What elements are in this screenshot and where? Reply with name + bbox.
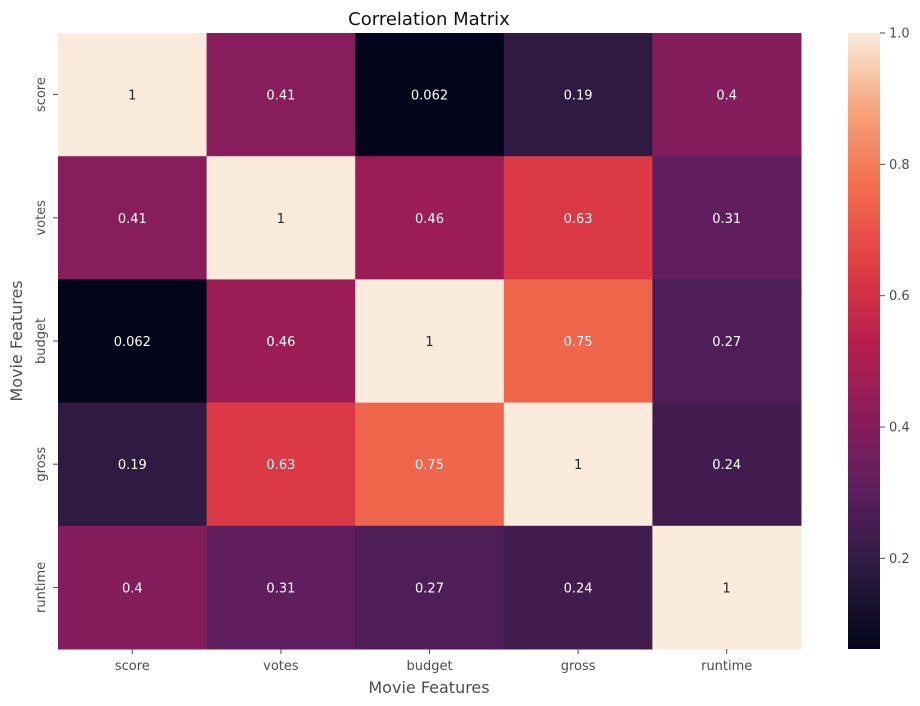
heatmap-cell bbox=[58, 156, 208, 280]
cell-value-label: 0.19 bbox=[118, 458, 147, 473]
x-tick-label: score bbox=[115, 659, 150, 674]
heatmap-cell bbox=[652, 33, 802, 157]
x-tick-label: budget bbox=[406, 659, 452, 674]
heatmap-cell bbox=[503, 156, 653, 280]
cell-value-label: 0.4 bbox=[122, 581, 143, 596]
y-axis-ticks: score votes budget gross runtime bbox=[34, 77, 58, 613]
cell-value-label: 0.24 bbox=[712, 458, 741, 473]
colorbar-tick-label: 0.6 bbox=[889, 289, 910, 304]
cell-value-label: 0.31 bbox=[266, 581, 295, 596]
y-tick-label: votes bbox=[34, 200, 49, 236]
cell-value-label: 0.27 bbox=[415, 581, 444, 596]
chart-title: Correlation Matrix bbox=[348, 9, 510, 30]
heatmap-cell bbox=[503, 525, 653, 650]
cell-value-label: 0.27 bbox=[712, 335, 741, 350]
y-tick-label: runtime bbox=[34, 562, 49, 613]
heatmap-cell bbox=[503, 279, 653, 404]
y-tick-label: score bbox=[34, 77, 49, 112]
heatmap-cell bbox=[58, 279, 208, 404]
cell-value-label: 0.19 bbox=[564, 89, 593, 104]
cell-value-label: 0.46 bbox=[266, 335, 295, 350]
cell-value-label: 0.75 bbox=[415, 458, 444, 473]
heatmap-cell bbox=[58, 402, 208, 527]
cell-value-label: 1 bbox=[425, 335, 433, 350]
x-axis-label: Movie Features bbox=[368, 678, 489, 697]
cell-value-label: 0.24 bbox=[564, 581, 593, 596]
y-axis-label: Movie Features bbox=[7, 280, 26, 401]
cell-value-label: 0.41 bbox=[266, 89, 295, 104]
colorbar-tick-label: 1.0 bbox=[889, 27, 910, 42]
heatmap-cell bbox=[503, 402, 653, 527]
cell-value-label: 0.062 bbox=[411, 89, 448, 104]
cell-value-label: 1 bbox=[277, 212, 285, 227]
cell-value-label: 0.41 bbox=[118, 212, 147, 227]
heatmap-cell bbox=[503, 33, 653, 157]
colorbar-tick-label: 0.8 bbox=[889, 158, 910, 173]
heatmap-cell bbox=[652, 402, 802, 527]
heatmap-cell bbox=[355, 279, 505, 404]
cell-value-label: 0.63 bbox=[564, 212, 593, 227]
heatmap-cell bbox=[206, 402, 356, 527]
heatmap-cell bbox=[652, 525, 802, 650]
heatmap-cell bbox=[355, 402, 505, 527]
heatmap-cell bbox=[355, 525, 505, 650]
colorbar bbox=[848, 33, 880, 649]
x-tick-label: votes bbox=[263, 659, 299, 674]
heatmap-cell bbox=[355, 156, 505, 280]
y-tick-label: gross bbox=[34, 447, 49, 482]
heatmap-cell bbox=[355, 33, 505, 157]
cell-value-label: 0.63 bbox=[266, 458, 295, 473]
colorbar-tick-label: 0.2 bbox=[889, 552, 910, 567]
cell-value-label: 1 bbox=[128, 89, 136, 104]
cell-value-label: 0.46 bbox=[415, 212, 444, 227]
heatmap-cell bbox=[652, 156, 802, 280]
heatmap-cell bbox=[206, 33, 356, 157]
x-tick-label: runtime bbox=[701, 659, 752, 674]
heatmap-cells: 1 0.41 0.062 0.19 0.40.41 1 0.46 0.63 0.310.062 0… bbox=[58, 33, 802, 650]
cell-value-label: 0.75 bbox=[564, 335, 593, 350]
cell-value-label: 1 bbox=[723, 581, 731, 596]
cell-value-label: 0.31 bbox=[712, 212, 741, 227]
heatmap-cell bbox=[58, 525, 208, 650]
heatmap-cell bbox=[652, 279, 802, 404]
y-tick-label: budget bbox=[34, 318, 49, 364]
cell-value-label: 0.062 bbox=[114, 335, 151, 350]
heatmap-cell bbox=[206, 156, 356, 280]
heatmap-cell bbox=[206, 279, 356, 404]
cell-value-label: 0.4 bbox=[716, 89, 737, 104]
x-axis-ticks: score votes budget gross runtime bbox=[115, 649, 752, 674]
x-tick-label: gross bbox=[561, 659, 596, 674]
colorbar-ticks: 0.2 0.4 0.6 0.8 1.0 bbox=[880, 27, 910, 567]
colorbar-tick-label: 0.4 bbox=[889, 421, 910, 436]
heatmap-cell bbox=[58, 33, 208, 157]
cell-value-label: 1 bbox=[574, 458, 582, 473]
heatmap-cell bbox=[206, 525, 356, 650]
